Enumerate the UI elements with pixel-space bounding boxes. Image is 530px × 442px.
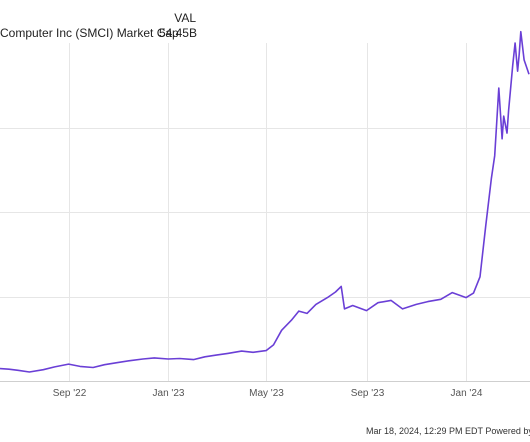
x-tick-label: Jan '23 [153,388,185,399]
legend-series-label: Computer Inc (SMCI) Market Cap [0,26,179,40]
x-tick-label: Jan '24 [451,388,483,399]
x-tick-label: May '23 [249,388,284,399]
legend-column-header: VAL [174,11,196,25]
chart-gridlines [0,43,530,382]
market-cap-line [0,30,530,373]
footer-attribution: Mar 18, 2024, 12:29 PM EDT Powered by [366,426,530,436]
x-tick-label: Sep '23 [351,388,385,399]
legend-series-value: 54.45B [159,26,197,40]
x-tick-label: Sep '22 [53,388,87,399]
chart-series-layer [0,30,530,373]
x-axis-ticks: Sep '22 Jan '23 May '23 Sep '23 Jan '24 [53,388,483,399]
